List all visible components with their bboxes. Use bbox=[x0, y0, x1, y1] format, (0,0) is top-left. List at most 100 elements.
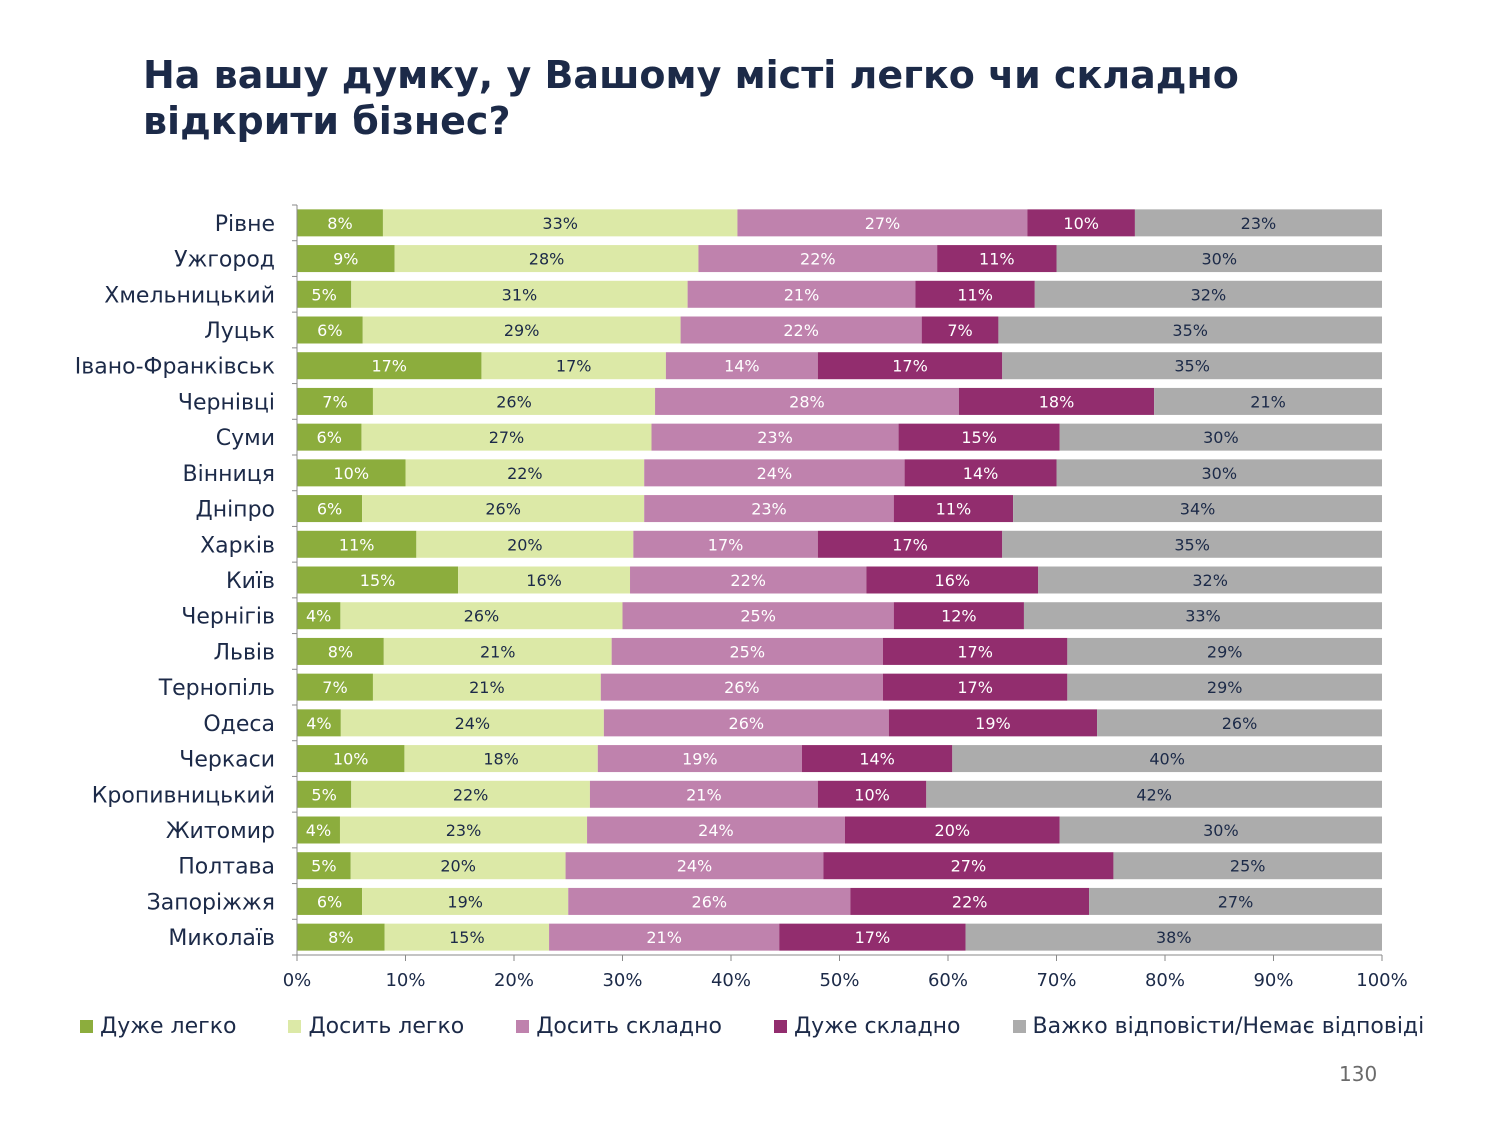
bar-segment bbox=[1097, 709, 1382, 737]
data-label: 17% bbox=[957, 678, 993, 697]
bar-segment bbox=[1013, 495, 1382, 523]
bar-segment bbox=[817, 530, 1003, 558]
bar-segment bbox=[297, 495, 363, 523]
legend-label: Дуже складно bbox=[793, 1014, 961, 1039]
bar-segment bbox=[297, 387, 373, 415]
data-label: 24% bbox=[757, 464, 793, 483]
bar-segment bbox=[481, 352, 666, 380]
legend-item: Досить легко bbox=[288, 1014, 464, 1039]
data-label: 23% bbox=[757, 428, 793, 447]
data-label: 25% bbox=[729, 642, 765, 661]
data-label: 6% bbox=[317, 321, 342, 340]
data-label: 30% bbox=[1201, 464, 1237, 483]
bar-segment bbox=[372, 673, 601, 701]
data-label: 19% bbox=[447, 892, 483, 911]
bar-segment bbox=[297, 530, 417, 558]
bar-segment bbox=[565, 852, 824, 880]
data-label: 19% bbox=[975, 714, 1011, 733]
legend-label: Дуже легко bbox=[100, 1014, 237, 1039]
x-tick-label: 90% bbox=[1253, 970, 1293, 991]
bar-segment bbox=[1154, 387, 1382, 415]
data-label: 17% bbox=[371, 357, 407, 376]
bar-segment bbox=[952, 745, 1382, 773]
bar-segment bbox=[297, 316, 363, 344]
data-label: 35% bbox=[1174, 535, 1210, 554]
bar-segment bbox=[1059, 423, 1382, 451]
data-label: 15% bbox=[961, 428, 997, 447]
bar-segment bbox=[801, 745, 953, 773]
bar-segment bbox=[882, 673, 1068, 701]
bar-segment bbox=[1002, 530, 1382, 558]
data-label: 10% bbox=[854, 785, 890, 804]
bar-segment bbox=[998, 316, 1382, 344]
bar-segment bbox=[297, 209, 383, 237]
data-label: 23% bbox=[1241, 214, 1277, 233]
category-label: Ужгород bbox=[174, 248, 275, 273]
data-label: 25% bbox=[1230, 857, 1266, 876]
data-label: 10% bbox=[333, 464, 369, 483]
data-label: 11% bbox=[339, 535, 375, 554]
legend-swatch bbox=[1012, 1020, 1026, 1033]
bar-segment bbox=[568, 887, 851, 915]
category-label: Кропивницький bbox=[92, 783, 275, 808]
data-label: 8% bbox=[328, 642, 353, 661]
bar-segment bbox=[958, 387, 1155, 415]
data-label: 29% bbox=[1207, 642, 1243, 661]
bar-segment bbox=[655, 387, 959, 415]
bar-segment bbox=[866, 566, 1039, 594]
bar-segment bbox=[297, 780, 352, 808]
data-label: 16% bbox=[935, 571, 971, 590]
bar-segment bbox=[844, 816, 1060, 844]
data-label: 26% bbox=[692, 892, 728, 911]
bar-segment bbox=[297, 352, 482, 380]
legend-label: Важко відповісти/Немає відповіді bbox=[1032, 1014, 1425, 1039]
bar-segment bbox=[383, 637, 612, 665]
data-label: 22% bbox=[507, 464, 543, 483]
bar-segment bbox=[633, 530, 818, 558]
bar-segment bbox=[384, 923, 550, 951]
legend-swatch bbox=[288, 1020, 302, 1033]
x-tick-label: 100% bbox=[1356, 970, 1407, 991]
bar-segment bbox=[549, 923, 780, 951]
bar-segment bbox=[921, 316, 999, 344]
data-label: 24% bbox=[698, 821, 734, 840]
legend-label: Досить складно bbox=[536, 1014, 722, 1039]
bar-segment bbox=[297, 602, 341, 630]
data-label: 4% bbox=[306, 714, 331, 733]
bar-segment bbox=[587, 816, 845, 844]
bar-segment bbox=[362, 495, 645, 523]
data-label: 26% bbox=[1222, 714, 1258, 733]
bar-segment bbox=[1089, 887, 1382, 915]
data-label: 33% bbox=[542, 214, 578, 233]
bar-segment bbox=[644, 495, 894, 523]
bar-segment bbox=[297, 280, 352, 308]
bar-segment bbox=[600, 673, 883, 701]
data-label: 9% bbox=[333, 250, 358, 269]
bar-segment bbox=[893, 602, 1024, 630]
data-label: 25% bbox=[740, 607, 776, 626]
data-label: 21% bbox=[469, 678, 505, 697]
bar-segment bbox=[1113, 852, 1382, 880]
bar-segment bbox=[937, 245, 1057, 273]
bar-segment bbox=[297, 709, 341, 737]
data-label: 26% bbox=[485, 500, 521, 519]
bar-segment bbox=[1023, 602, 1382, 630]
data-label: 30% bbox=[1203, 428, 1239, 447]
category-label: Одеса bbox=[203, 712, 275, 737]
data-label: 5% bbox=[311, 785, 336, 804]
bar-segment bbox=[297, 245, 395, 273]
bar-segment bbox=[351, 780, 590, 808]
data-label: 14% bbox=[724, 357, 760, 376]
category-label: Житомир bbox=[166, 819, 275, 844]
data-label: 30% bbox=[1203, 821, 1239, 840]
data-label: 6% bbox=[317, 892, 342, 911]
data-label: 10% bbox=[333, 750, 369, 769]
data-label: 10% bbox=[1063, 214, 1099, 233]
bar-segment bbox=[1067, 637, 1382, 665]
x-tick-label: 80% bbox=[1145, 970, 1185, 991]
bar-segment bbox=[297, 852, 351, 880]
data-label: 17% bbox=[556, 357, 592, 376]
bar-segment bbox=[779, 923, 966, 951]
x-tick-label: 70% bbox=[1036, 970, 1076, 991]
category-label: Дніпро bbox=[196, 498, 276, 523]
